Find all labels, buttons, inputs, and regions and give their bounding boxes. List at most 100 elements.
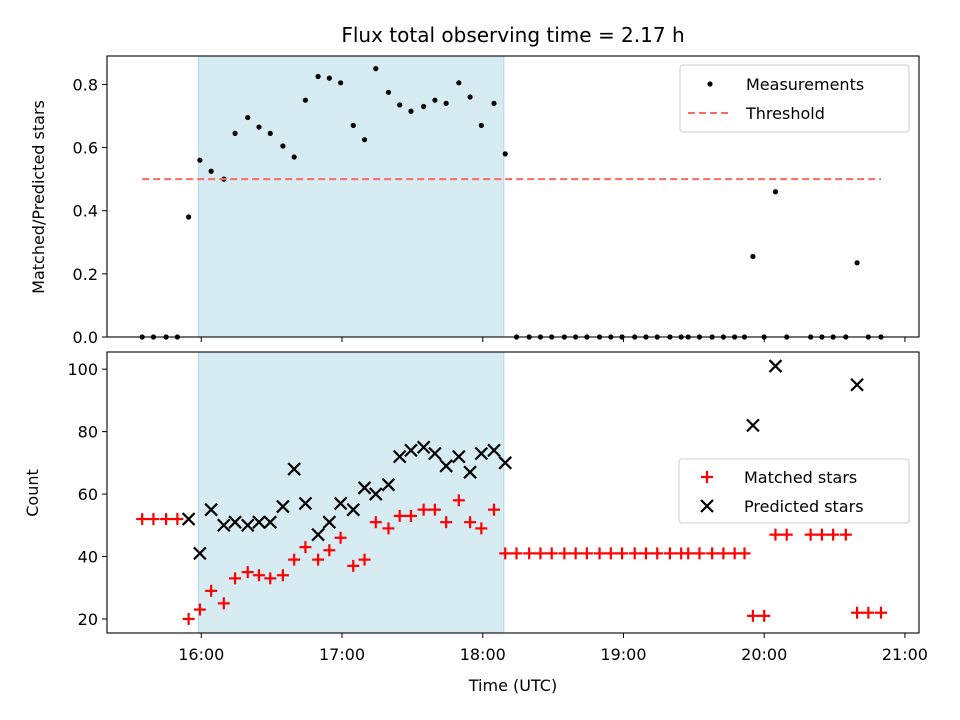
- matched-star-point: [369, 516, 382, 529]
- measurement-point: [232, 130, 238, 136]
- matched-star-point: [639, 547, 652, 560]
- ratio-legend: Measurements Threshold: [679, 64, 910, 133]
- measurement-point: [361, 137, 368, 143]
- matched-star-point: [628, 547, 641, 560]
- matched-star-point: [252, 569, 265, 582]
- count-plot-area: [136, 359, 888, 625]
- matched-star-point: [241, 566, 254, 579]
- predicted-star-point: [287, 462, 301, 476]
- x-axis-label: Time (UTC): [468, 676, 557, 695]
- matched-star-point: [276, 569, 289, 582]
- predicted-star-point: [228, 515, 242, 529]
- matched-star-point: [229, 572, 242, 585]
- predicted-star-point: [381, 477, 396, 492]
- matched-star-point: [182, 612, 195, 625]
- y-tick-label: 40: [78, 548, 98, 567]
- predicted-star-point: [463, 465, 477, 479]
- predicted-star-point: [357, 481, 372, 495]
- matched-star-point: [706, 547, 719, 560]
- measurement-point: [350, 122, 356, 129]
- measurement-point: [256, 124, 262, 130]
- predicted-star-point: [193, 546, 207, 561]
- measurement-point: [186, 214, 192, 220]
- matched-star-point: [417, 503, 430, 516]
- count-axes-frame: [106, 351, 920, 634]
- measurement-point: [326, 75, 332, 81]
- matched-star-point: [780, 528, 793, 541]
- matched-star-point: [404, 509, 417, 522]
- predicted-star-point: [416, 440, 431, 455]
- count-y-axis: 20 40 60 80 100: [67, 360, 107, 629]
- predicted-star-point: [298, 496, 313, 511]
- measurement-point: [750, 253, 756, 260]
- matched-star-point: [428, 503, 441, 516]
- matched-star-point: [875, 606, 888, 619]
- count-x-axis: 16:00 17:00 18:00 19:00 20:00 21:00: [178, 633, 928, 664]
- matched-star-point: [171, 513, 184, 526]
- matched-star-point: [738, 547, 751, 560]
- measurement-point: [467, 94, 473, 100]
- x-tick-label: 19:00: [600, 645, 646, 664]
- observing-window-shade-top: [197, 55, 505, 338]
- y-tick-label: 0.2: [73, 265, 98, 284]
- matched-star-point: [510, 547, 523, 560]
- legend-matched-label: Matched stars: [744, 468, 857, 487]
- measurement-point: [338, 80, 344, 86]
- ratio-y-axis: 0.0 0.2 0.4 0.6 0.8: [73, 75, 107, 347]
- matched-star-point: [160, 513, 173, 526]
- matched-star-point: [499, 547, 512, 560]
- matched-star-point: [593, 547, 606, 560]
- matched-star-point: [452, 494, 465, 507]
- y-tick-label: 0.0: [73, 328, 98, 347]
- matched-star-point: [288, 553, 301, 566]
- matched-star-point: [217, 597, 230, 610]
- predicted-star-point: [217, 518, 231, 533]
- measurement-point: [478, 122, 484, 129]
- matched-star-point: [616, 547, 629, 560]
- matched-star-point: [382, 522, 395, 535]
- x-tick-label: 18:00: [460, 645, 506, 664]
- predicted-star-point: [439, 459, 453, 473]
- matched-star-point: [839, 528, 852, 541]
- matched-star-point: [323, 544, 336, 557]
- predicted-star-point: [311, 527, 325, 542]
- ratio-legend-box: [679, 64, 910, 133]
- measurement-point: [385, 89, 392, 95]
- matched-star-point: [651, 547, 664, 560]
- count-legend-box: [678, 458, 910, 524]
- matched-star-point: [358, 553, 371, 566]
- measurement-point: [502, 151, 508, 157]
- matched-star-point: [580, 547, 593, 560]
- predicted-star-point: [487, 443, 501, 458]
- measurement-point: [456, 80, 462, 86]
- measurement-point: [315, 73, 321, 80]
- predicted-star-point: [252, 515, 266, 529]
- measurement-point: [491, 100, 497, 106]
- y-tick-label: 0.8: [73, 75, 98, 94]
- predicted-star-point: [768, 359, 783, 373]
- measurement-point: [245, 114, 251, 121]
- matched-star-point: [804, 528, 817, 541]
- y-tick-label: 0.6: [73, 139, 98, 158]
- matched-star-point: [682, 547, 695, 560]
- measurement-point: [854, 260, 860, 266]
- predicted-star-point: [392, 449, 407, 464]
- matched-star-point: [475, 522, 488, 535]
- ratio-axes-frame: [106, 55, 920, 338]
- measurement-point: [267, 130, 273, 136]
- predicted-star-point: [474, 446, 489, 461]
- count-y-label: Count: [23, 469, 42, 517]
- y-tick-label: 80: [78, 423, 98, 442]
- y-tick-label: 100: [67, 360, 98, 379]
- matched-star-point: [663, 547, 676, 560]
- measurement-point: [373, 66, 379, 72]
- measurement-point: [197, 157, 203, 163]
- measurement-point: [421, 103, 427, 110]
- legend-matched-marker: [701, 471, 713, 483]
- measurement-point: [772, 189, 779, 195]
- matched-star-point: [815, 528, 828, 541]
- predicted-star-point: [746, 418, 760, 433]
- predicted-star-point: [333, 496, 348, 511]
- matched-star-point: [693, 547, 706, 560]
